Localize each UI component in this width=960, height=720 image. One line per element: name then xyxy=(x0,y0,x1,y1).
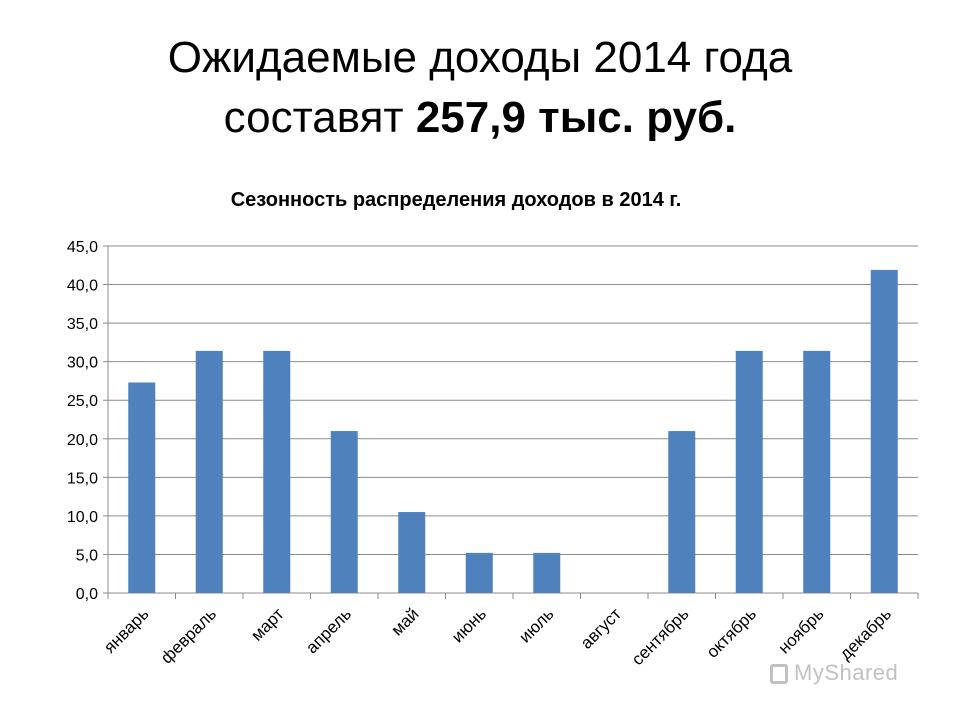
x-tick-label: июнь xyxy=(448,604,490,646)
bar-12 xyxy=(870,269,898,593)
watermark-text: MyShared xyxy=(794,660,899,685)
bar-10 xyxy=(735,350,763,593)
y-tick-label: 0,0 xyxy=(76,586,98,603)
x-tick-label: октябрь xyxy=(703,604,760,661)
y-tick-label: 35,0 xyxy=(67,316,98,333)
y-tick-label: 30,0 xyxy=(67,355,98,372)
y-tick-label: 5,0 xyxy=(76,547,98,564)
x-tick-label: март xyxy=(247,604,287,644)
x-tick-label: сентябрь xyxy=(628,604,693,669)
y-tick-label: 15,0 xyxy=(67,470,98,487)
bar-7 xyxy=(533,552,561,593)
bar-3 xyxy=(263,350,291,593)
bar-4 xyxy=(330,431,358,593)
slide-title: Ожидаемые доходы 2014 года составят 257,… xyxy=(0,28,960,148)
x-tick-label: апрель xyxy=(302,604,355,657)
chart-title: Сезонность распределения доходов в 2014 … xyxy=(230,189,682,211)
watermark: MyShared xyxy=(770,660,930,694)
watermark-logo-icon xyxy=(770,664,788,684)
bar-11 xyxy=(803,350,831,593)
y-tick-label: 20,0 xyxy=(67,432,98,449)
x-tick-label: февраль xyxy=(157,604,220,667)
bar-2 xyxy=(195,350,223,593)
bar-1 xyxy=(128,382,156,593)
bar-9 xyxy=(668,431,696,593)
bar-5 xyxy=(398,512,426,593)
x-tick-label: август xyxy=(577,604,625,652)
x-tick-label: ноябрь xyxy=(774,604,827,657)
slide-title-line1: Ожидаемые доходы 2014 года xyxy=(167,33,793,82)
x-tick-label: июль xyxy=(515,604,557,646)
y-tick-label: 10,0 xyxy=(67,509,98,526)
y-tick-label: 40,0 xyxy=(67,278,98,295)
slide-title-line2-prefix: составят xyxy=(223,93,416,142)
x-tick-label: май xyxy=(387,604,422,639)
y-tick-label: 25,0 xyxy=(67,393,98,410)
bar-6 xyxy=(465,552,493,593)
x-tick-label: декабрь xyxy=(836,604,895,663)
slide-title-total: 257,9 тыс. руб. xyxy=(415,93,737,142)
x-tick-label: январь xyxy=(100,604,153,657)
y-tick-label: 45,0 xyxy=(67,239,98,256)
